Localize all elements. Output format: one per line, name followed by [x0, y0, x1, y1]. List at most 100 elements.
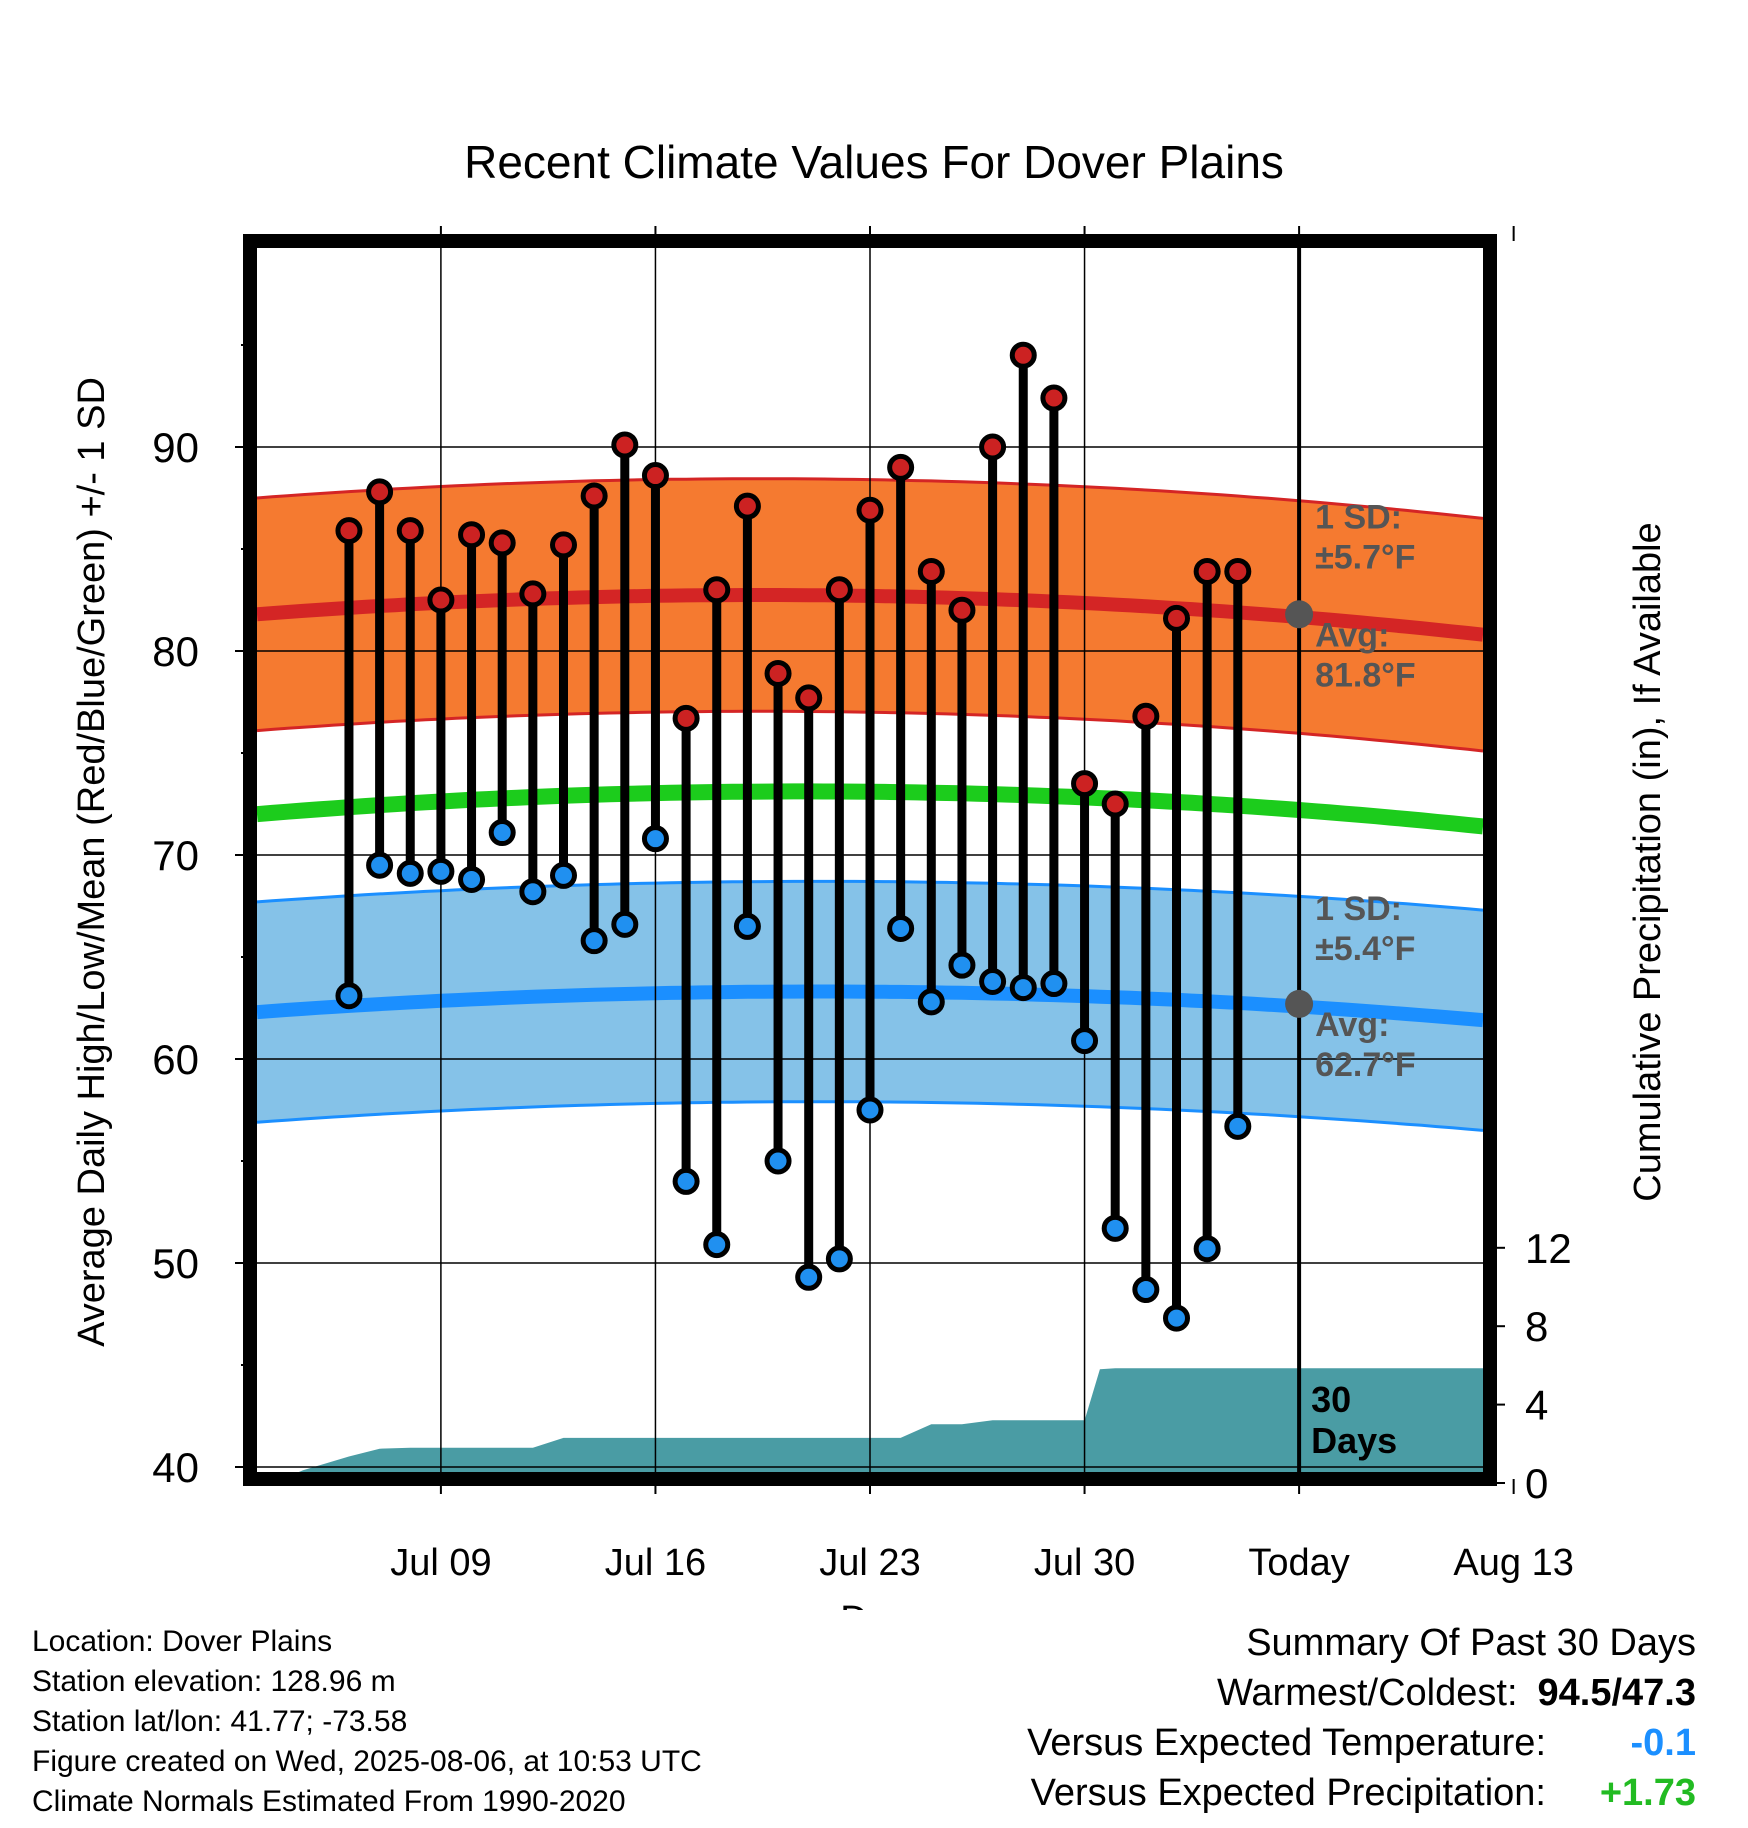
daily-low-point — [672, 1167, 700, 1195]
y2-tick-label: 8 — [1525, 1303, 1548, 1350]
y-tick-label: 50 — [152, 1240, 199, 1287]
daily-high-point — [580, 482, 608, 510]
daily-low-point — [641, 825, 669, 853]
daily-high-point — [550, 531, 577, 559]
daily-low-point — [1132, 1276, 1160, 1304]
y-tick-label: 80 — [152, 628, 199, 675]
daily-low-point — [1224, 1112, 1252, 1140]
daily-low-point — [1163, 1304, 1190, 1332]
daily-low-point — [1193, 1235, 1221, 1263]
daily-low-point — [335, 982, 363, 1010]
daily-high-point — [887, 453, 915, 481]
precipitation-area — [298, 1368, 1483, 1472]
x-tick-label: Jul 16 — [605, 1542, 706, 1584]
window-days-number: 30 — [1311, 1379, 1351, 1420]
high-avg-label: Avg: — [1315, 616, 1389, 654]
daily-low-point — [733, 912, 761, 940]
x-tick-label: Aug 13 — [1453, 1542, 1573, 1584]
daily-low-point — [703, 1231, 731, 1259]
y2-tick-label: 0 — [1525, 1460, 1548, 1507]
summary-title: Summary Of Past 30 Days — [1246, 1622, 1696, 1664]
elevation-text: Station elevation: 128.96 m — [32, 1665, 396, 1698]
latlon-text: Station lat/lon: 41.77; -73.58 — [32, 1705, 408, 1738]
daily-high-point — [1040, 384, 1068, 412]
daily-high-point — [641, 462, 669, 490]
daily-high-point — [1224, 557, 1252, 585]
daily-low-point — [580, 927, 608, 955]
y-tick-label: 40 — [152, 1444, 199, 1491]
precip-departure-value: +1.73 — [1599, 1772, 1696, 1814]
daily-high-point — [335, 517, 363, 545]
daily-low-point — [458, 865, 486, 893]
daily-high-point — [427, 586, 455, 614]
daily-low-point — [427, 857, 455, 885]
daily-high-point — [1071, 770, 1099, 798]
daily-high-point — [733, 492, 761, 520]
high-sd-label: 1 SD: — [1315, 498, 1402, 536]
daily-high-point — [396, 517, 424, 545]
daily-high-point — [519, 580, 547, 608]
daily-low-point — [1040, 970, 1068, 998]
temperature-departure-row: Versus Expected Temperature: -0.1 — [1027, 1718, 1696, 1768]
daily-high-point — [1009, 341, 1037, 369]
daily-low-point — [1009, 974, 1037, 1002]
daily-high-point — [764, 659, 792, 687]
x-tick-label: Today — [1248, 1542, 1349, 1584]
daily-low-point — [1071, 1027, 1099, 1055]
daily-high-point — [1101, 790, 1129, 818]
low-avg-label: Avg: — [1315, 1006, 1389, 1044]
daily-high-point — [1193, 557, 1221, 585]
daily-high-point — [856, 496, 884, 524]
daily-low-point — [519, 878, 547, 906]
daily-high-point — [825, 576, 853, 604]
daily-high-point — [1163, 604, 1190, 632]
station-info: Location: Dover Plains Station elevation… — [32, 1622, 702, 1822]
window-days-label: Days — [1311, 1420, 1397, 1461]
chart-title: Recent Climate Values For Dover Plains — [464, 136, 1284, 188]
daily-low-point — [856, 1096, 884, 1124]
daily-high-point — [979, 433, 1007, 461]
daily-low-point — [396, 859, 424, 887]
daily-low-point — [979, 967, 1007, 995]
x-tick-label: Jul 30 — [1034, 1542, 1135, 1584]
y-axis-label: Average Daily High/Low/Mean (Red/Blue/Gr… — [71, 377, 113, 1347]
created-text: Figure created on Wed, 2025-08-06, at 10… — [32, 1745, 702, 1778]
daily-high-point — [1132, 702, 1160, 730]
y2-tick-label: 12 — [1525, 1225, 1572, 1272]
daily-low-point — [795, 1263, 823, 1291]
normals-text: Climate Normals Estimated From 1990-2020 — [32, 1785, 626, 1818]
today-high-average-marker — [1285, 600, 1314, 629]
daily-high-point — [703, 576, 731, 604]
y2-axis-label: Cumulative Precipitation (in), If Availa… — [1627, 522, 1669, 1201]
daily-low-point — [366, 851, 394, 879]
temp-departure-label: Versus Expected Temperature: — [1027, 1722, 1546, 1764]
location-text: Location: Dover Plains — [32, 1625, 333, 1658]
daily-high-point — [795, 684, 823, 712]
low-avg-value: 62.7°F — [1315, 1046, 1416, 1084]
low-sd-value: ±5.4°F — [1315, 930, 1415, 968]
x-tick-label: Jul 09 — [390, 1542, 491, 1584]
y-tick-label: 90 — [152, 424, 199, 471]
precip-departure-row: Versus Expected Precipitation: +1.73 — [1027, 1768, 1696, 1818]
warmest-value: 94.5/47.3 — [1537, 1672, 1696, 1714]
daily-low-point — [917, 988, 945, 1016]
x-tick-label: Jul 23 — [819, 1542, 920, 1584]
daily-low-point — [611, 910, 639, 938]
daily-low-point — [764, 1147, 792, 1175]
precip-departure-label: Versus Expected Precipitation: — [1030, 1772, 1546, 1814]
climate-chart: Recent Climate Values For Dover Plains 1… — [71, 136, 1669, 1610]
daily-low-point — [550, 861, 577, 889]
y2-tick-label: 4 — [1525, 1382, 1548, 1429]
daily-high-point — [948, 596, 976, 624]
warmest-coldest-row: Warmest/Coldest: 94.5/47.3 — [1027, 1668, 1696, 1718]
x-axis-label: Day — [840, 1599, 908, 1610]
daily-high-point — [611, 431, 639, 459]
daily-low-point — [887, 914, 915, 942]
daily-low-point — [825, 1245, 853, 1273]
daily-high-point — [672, 704, 700, 732]
high-avg-value: 81.8°F — [1315, 656, 1416, 694]
daily-low-point — [1101, 1214, 1129, 1242]
daily-high-point — [488, 529, 516, 557]
